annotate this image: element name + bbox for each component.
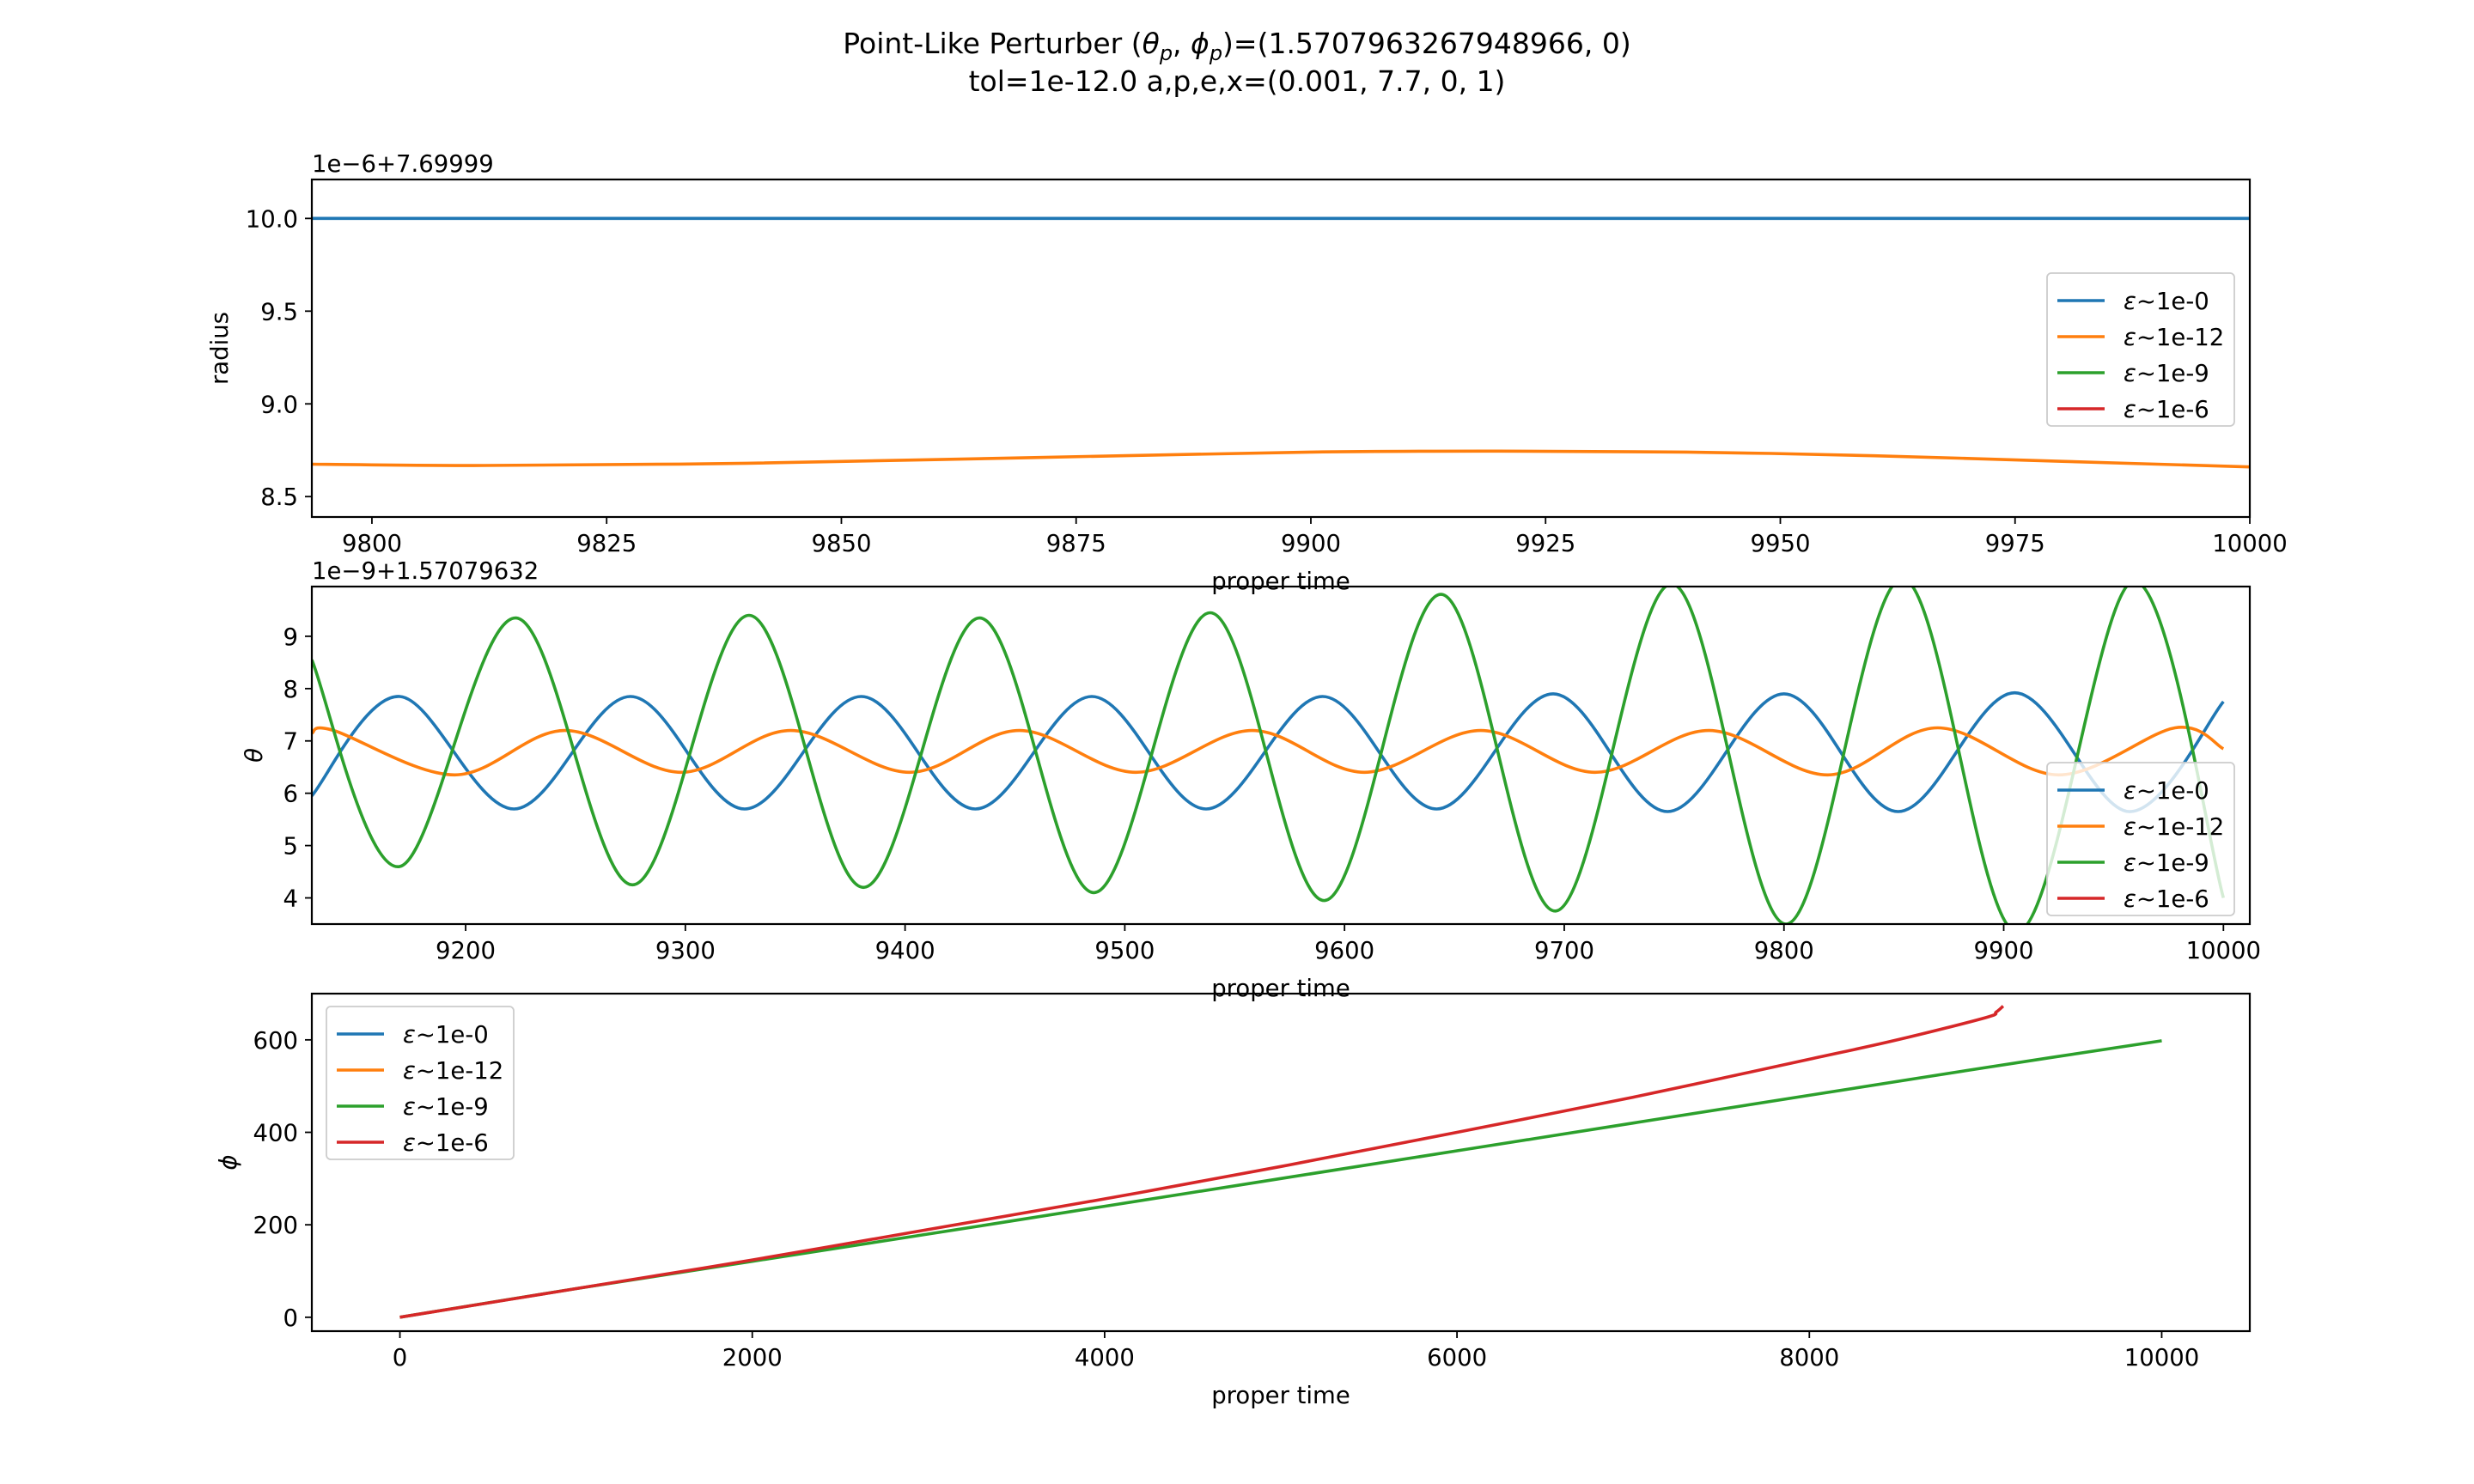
radius-legend: ε~1e-0 ε~1e-12 ε~1e-9 ε~1e-6	[2046, 272, 2235, 427]
phi-xtick-label: 10000	[2124, 1344, 2199, 1371]
radius-offset-text: 1e−6+7.69999	[312, 150, 494, 178]
theta-xtick-label: 9200	[436, 937, 496, 964]
theta-tick-layer: 9200 9300 9400 9500 9600 9700 9800 9900 10000 4 5 6…	[283, 623, 2262, 964]
theta-ytick-label: 6	[283, 781, 299, 808]
radius-xtick-label: 9975	[1985, 530, 2045, 557]
radius-legend-box	[2046, 272, 2235, 427]
theta-ytick-label: 5	[283, 833, 299, 861]
theta-xtick-label: 9900	[1974, 937, 2034, 964]
theta-legend-label: ε~1e-9	[2124, 849, 2209, 877]
phi-ytick-label: 400	[253, 1120, 299, 1147]
figure-title-line1: Point-Like Perturber (θp, ϕp)=(1.5707963…	[843, 27, 1630, 65]
theta-series-line-2	[312, 587, 2226, 924]
theta-series-line-1	[312, 726, 2225, 777]
theta-xtick-label: 9300	[655, 937, 716, 964]
phi-ytick-label: 200	[253, 1212, 299, 1239]
radius-xtick-label: 9925	[1515, 530, 1575, 557]
radius-legend-label: ε~1e-12	[2124, 324, 2224, 351]
phi-xtick-label: 6000	[1427, 1344, 1487, 1371]
phi-legend-label: ε~1e-6	[403, 1129, 489, 1157]
theta-legend-label: ε~1e-12	[2124, 813, 2224, 841]
radius-xtick-label: 9800	[342, 530, 402, 557]
theta-legend-label: ε~1e-6	[2124, 885, 2209, 913]
radius-series-line-1	[312, 449, 2250, 469]
radius-tick-layer: 9800 9825 9850 9875 9900 9925 9950 9975 10000 8.5…	[246, 205, 2288, 557]
theta-xtick-label: 9500	[1094, 937, 1155, 964]
theta-ylabel: θ	[241, 748, 268, 763]
phi-legend-label: ε~1e-0	[403, 1021, 489, 1049]
theta-xtick-label: 9400	[875, 937, 935, 964]
radius-ytick-label: 9.5	[260, 298, 298, 325]
phi-ytick-label: 600	[253, 1027, 299, 1055]
phi-legend-label: ε~1e-9	[403, 1093, 489, 1121]
theta-legend-box	[2046, 762, 2235, 916]
phi-xtick-label: 8000	[1779, 1344, 1839, 1371]
radius-ytick-label: 9.0	[260, 391, 298, 418]
theta-ytick-label: 9	[283, 623, 299, 651]
theta-plot-frame	[310, 585, 2252, 926]
phi-tick-layer: 0 2000 4000 6000 8000 10000 0 200 400 600	[253, 1027, 2200, 1371]
theta-xtick-label: 10000	[2186, 937, 2261, 964]
phi-xtick-label: 0	[393, 1344, 408, 1371]
radius-ytick-label: 8.5	[260, 484, 298, 511]
radius-series-layer	[312, 216, 2250, 469]
phi-series-line-3	[399, 1005, 2005, 1319]
theta-legend-label: ε~1e-0	[2124, 777, 2209, 805]
phi-legend-label: ε~1e-12	[403, 1057, 503, 1085]
phi-xtick-label: 4000	[1075, 1344, 1135, 1371]
theta-xtick-label: 9800	[1754, 937, 1814, 964]
phi-xtick-label: 2000	[722, 1344, 783, 1371]
theta-legend: ε~1e-0 ε~1e-12 ε~1e-9 ε~1e-6	[2046, 762, 2235, 916]
radius-plot-frame	[310, 178, 2252, 519]
theta-ytick-label: 4	[283, 885, 299, 913]
theta-xtick-label: 9600	[1314, 937, 1374, 964]
radius-xtick-label: 9900	[1281, 530, 1341, 557]
radius-subplot: 9800 9825 9850 9875 9900 9925 9950 9975 10000 8.5…	[206, 150, 2288, 595]
phi-ylabel: ϕ	[215, 1154, 242, 1170]
theta-xtick-label: 9700	[1534, 937, 1594, 964]
theta-subplot: 9200 9300 9400 9500 9600 9700 9800 9900 10000 4 5 6…	[241, 557, 2261, 1002]
phi-series-layer	[399, 1005, 2162, 1319]
phi-legend-box	[326, 1006, 515, 1160]
theta-series-layer	[312, 587, 2226, 924]
theta-ytick-label: 7	[283, 728, 299, 756]
theta-offset-text: 1e−9+1.57079632	[312, 557, 539, 585]
phi-xlabel: proper time	[1211, 1382, 1350, 1409]
radius-xtick-label: 9850	[811, 530, 871, 557]
radius-xtick-label: 9875	[1046, 530, 1106, 557]
radius-legend-label: ε~1e-0	[2124, 288, 2209, 315]
radius-xtick-label: 9825	[576, 530, 637, 557]
radius-xtick-label: 10000	[2212, 530, 2287, 557]
theta-ytick-label: 8	[283, 676, 299, 703]
radius-legend-label: ε~1e-6	[2124, 396, 2209, 423]
theta-xlabel: proper time	[1211, 975, 1350, 1002]
radius-xlabel: proper time	[1211, 568, 1350, 595]
radius-ytick-label: 10.0	[246, 205, 298, 233]
phi-subplot: 0 2000 4000 6000 8000 10000 0 200 400 600 proper …	[215, 992, 2252, 1409]
phi-ytick-label: 0	[283, 1305, 299, 1332]
phi-plot-frame	[310, 992, 2252, 1333]
radius-ylabel: radius	[206, 312, 234, 385]
theta-series-line-0	[312, 690, 2225, 813]
figure-title-line2: tol=1e-12.0 a,p,e,x=(0.001, 7.7, 0, 1)	[969, 64, 1506, 98]
phi-legend: ε~1e-0 ε~1e-12 ε~1e-9 ε~1e-6	[326, 1006, 515, 1160]
radius-legend-label: ε~1e-9	[2124, 360, 2209, 387]
radius-xtick-label: 9950	[1750, 530, 1810, 557]
